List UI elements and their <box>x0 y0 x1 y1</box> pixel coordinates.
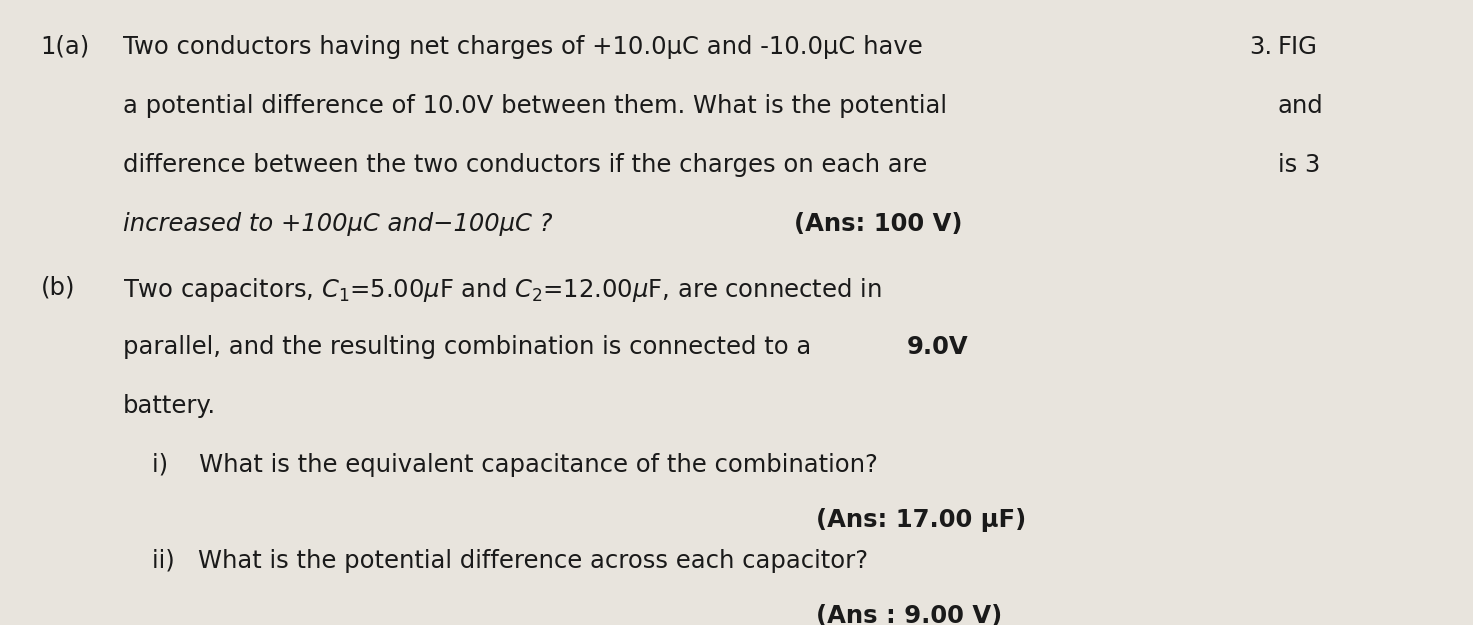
Text: (Ans: 17.00 μF): (Ans: 17.00 μF) <box>816 509 1027 532</box>
Text: and: and <box>1277 94 1324 118</box>
Text: parallel, and the resulting combination is connected to a: parallel, and the resulting combination … <box>122 335 812 359</box>
Text: FIG: FIG <box>1277 35 1318 59</box>
Text: (Ans : 9.00 V): (Ans : 9.00 V) <box>816 604 1002 625</box>
Text: battery.: battery. <box>122 394 217 418</box>
Text: (Ans: 100 V): (Ans: 100 V) <box>794 213 963 236</box>
Text: 9.0V: 9.0V <box>907 335 968 359</box>
Text: ii)   What is the potential difference across each capacitor?: ii) What is the potential difference acr… <box>152 549 868 573</box>
Text: i)    What is the equivalent capacitance of the combination?: i) What is the equivalent capacitance of… <box>152 453 878 478</box>
Text: Two conductors having net charges of +10.0μC and -10.0μC have: Two conductors having net charges of +10… <box>122 35 922 59</box>
Text: 3.: 3. <box>1249 35 1273 59</box>
Text: difference between the two conductors if the charges on each are: difference between the two conductors if… <box>122 153 927 178</box>
Text: increased to +100μC and−100μC ?: increased to +100μC and−100μC ? <box>122 213 552 236</box>
Text: Two capacitors, $\mathit{C_1}$=5.00$\mu$F and $\mathit{C_2}$=12.00$\mu$F, are co: Two capacitors, $\mathit{C_1}$=5.00$\mu$… <box>122 276 881 304</box>
Text: is 3: is 3 <box>1277 153 1320 178</box>
Text: (b): (b) <box>41 276 75 300</box>
Text: 1(a): 1(a) <box>41 35 90 59</box>
Text: a potential difference of 10.0V between them. What is the potential: a potential difference of 10.0V between … <box>122 94 947 118</box>
